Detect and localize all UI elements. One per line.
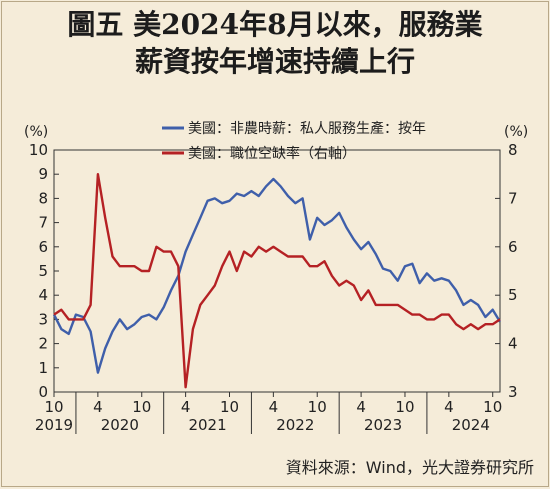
plot-area-border — [53, 149, 501, 393]
left-axis-tick-label: 4 — [38, 286, 48, 304]
legend-label-2: 美國：職位空缺率（右軸） — [188, 145, 356, 162]
right-axis-tick-label: 4 — [508, 335, 518, 353]
x-axis-year-label: 2024 — [452, 416, 490, 434]
x-axis-month-label: 4 — [356, 398, 366, 416]
right-axis-tick-label: 5 — [508, 286, 518, 304]
left-axis-tick-label: 0 — [38, 383, 48, 401]
x-axis-year-label: 2019 — [35, 416, 73, 434]
x-axis-month-label: 10 — [132, 398, 151, 416]
left-axis-tick-label: 1 — [38, 359, 48, 377]
right-axis-tick-label: 8 — [508, 141, 518, 159]
x-axis-month-label: 4 — [93, 398, 103, 416]
legend-label-1: 美國：非農時薪：私人服務生產：按年 — [188, 120, 426, 137]
left-axis-tick-label: 9 — [38, 165, 48, 183]
left-axis-tick-label: 2 — [38, 335, 48, 353]
x-axis-month-label: 4 — [444, 398, 454, 416]
left-axis-tick-label: 3 — [38, 310, 48, 328]
left-axis-tick-label: 8 — [38, 189, 48, 207]
series-line-2 — [53, 173, 501, 389]
left-axis-tick-label: 7 — [38, 214, 48, 232]
source-note: 資料來源：Wind，光大證券研究所 — [285, 458, 534, 477]
x-axis-month-label: 4 — [181, 398, 191, 416]
x-axis-month-label: 10 — [220, 398, 239, 416]
left-axis-tick-label: 6 — [38, 238, 48, 256]
left-axis-tick-label: 5 — [38, 262, 48, 280]
chart-title: 圖五 美2024年8月以來，服務業 薪資按年增速持續上行 — [2, 6, 548, 80]
title-line-2: 薪資按年增速持續上行 — [134, 45, 415, 78]
x-axis-month-label: 10 — [308, 398, 327, 416]
series-line-1 — [52, 177, 502, 374]
left-axis-tick-label: 10 — [29, 141, 48, 159]
x-axis-month-label: 10 — [395, 398, 414, 416]
x-axis-month-label: 4 — [269, 398, 279, 416]
title-line-1: 圖五 美2024年8月以來，服務業 — [67, 8, 483, 41]
x-axis-year-label: 2021 — [188, 416, 226, 434]
x-axis-year-label: 2022 — [276, 416, 314, 434]
x-axis-year-label: 2023 — [364, 416, 402, 434]
x-axis-month-label: 10 — [44, 398, 63, 416]
left-axis-unit-label: (%) — [24, 124, 48, 140]
right-axis-unit-label: (%) — [504, 124, 528, 140]
right-axis-tick-label: 3 — [508, 383, 518, 401]
x-axis-month-label: 10 — [483, 398, 502, 416]
right-axis-tick-label: 7 — [508, 189, 518, 207]
x-axis-year-label: 2020 — [101, 416, 139, 434]
right-axis-tick-label: 6 — [508, 238, 518, 256]
